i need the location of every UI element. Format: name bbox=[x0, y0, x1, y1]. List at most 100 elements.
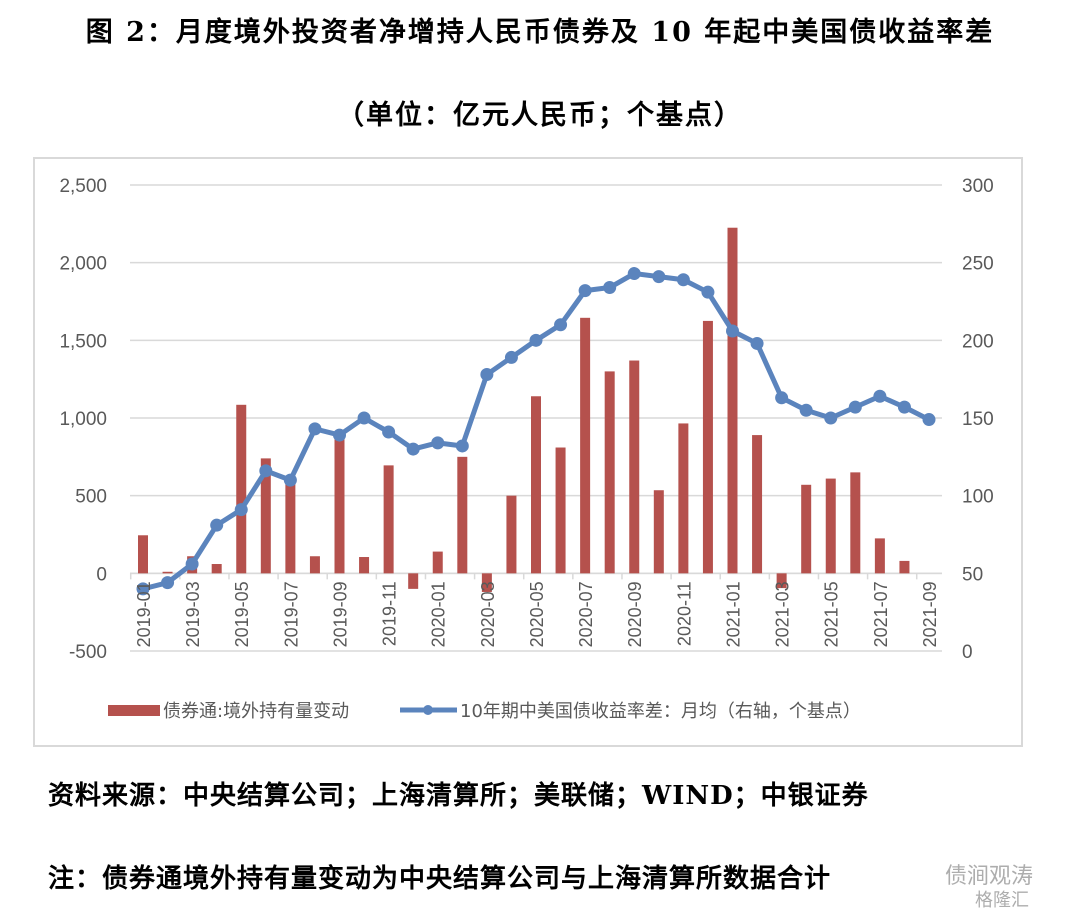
bar bbox=[457, 456, 468, 574]
line-point bbox=[161, 576, 175, 590]
line-point bbox=[824, 411, 838, 425]
right-tick-label: 200 bbox=[962, 331, 994, 352]
line-point bbox=[775, 391, 789, 405]
line-point bbox=[726, 324, 739, 338]
x-tick-label: 2021-05 bbox=[822, 581, 842, 647]
x-tick-label: 2019-01 bbox=[134, 581, 154, 647]
bar bbox=[531, 396, 541, 574]
bar bbox=[334, 436, 345, 574]
line-point bbox=[578, 284, 592, 298]
x-tick-label: 2020-07 bbox=[576, 581, 596, 647]
x-tick-label: 2019-07 bbox=[281, 581, 301, 647]
bar bbox=[260, 458, 271, 574]
line-point bbox=[234, 503, 248, 517]
x-tick-label: 2021-09 bbox=[920, 581, 940, 647]
line-point bbox=[750, 336, 764, 350]
bar bbox=[727, 227, 738, 574]
x-tick-label: 2019-05 bbox=[232, 581, 252, 647]
bar bbox=[874, 538, 885, 574]
left-tick-label: 2,500 bbox=[59, 176, 107, 197]
line-point bbox=[283, 473, 297, 487]
bar bbox=[653, 490, 664, 574]
left-tick-label: 1,000 bbox=[59, 409, 107, 430]
x-tick-label: 2021-01 bbox=[724, 581, 744, 647]
line-point bbox=[897, 400, 911, 414]
bar bbox=[801, 484, 812, 574]
line-point bbox=[480, 368, 494, 382]
line-point bbox=[627, 267, 641, 281]
bar bbox=[580, 317, 591, 574]
line-point bbox=[799, 403, 813, 417]
line-point bbox=[603, 281, 617, 295]
bar bbox=[506, 495, 517, 574]
line-point bbox=[554, 318, 568, 332]
x-tick-label: 2019-11 bbox=[380, 581, 400, 646]
line-point bbox=[701, 285, 715, 299]
left-tick-label: 500 bbox=[75, 487, 107, 508]
bar bbox=[555, 447, 566, 574]
line-point bbox=[406, 442, 420, 456]
left-tick-label: 2,000 bbox=[59, 254, 107, 275]
bar bbox=[383, 465, 394, 574]
bar bbox=[309, 556, 320, 574]
source-note: 资料来源：中央结算公司；上海清算所；美联储；WIND；中银证券 bbox=[48, 781, 869, 811]
bar bbox=[776, 573, 787, 589]
right-tick-label: 150 bbox=[962, 409, 994, 430]
line-point bbox=[455, 439, 469, 453]
left-tick-label: 1,500 bbox=[59, 331, 107, 352]
bar bbox=[702, 320, 713, 574]
x-tick-label: 2020-05 bbox=[527, 581, 547, 647]
line-point bbox=[922, 413, 936, 427]
right-tick-label: 50 bbox=[962, 564, 983, 585]
line-point bbox=[504, 350, 518, 364]
bar bbox=[211, 564, 222, 574]
line-point bbox=[873, 389, 887, 403]
x-tick-label: 2020-03 bbox=[478, 581, 498, 647]
chart-title: 图 2：月度境外投资者净增持人民币债券及 10 年起中美国债收益率差 bbox=[85, 17, 995, 48]
line-point bbox=[357, 411, 371, 425]
watermark-account: 债涧观涛 bbox=[945, 864, 1034, 889]
legend-line-label: 10年期中美国债收益率差：月均（右轴，个基点） bbox=[460, 701, 861, 722]
line-point bbox=[676, 273, 690, 287]
bar bbox=[162, 571, 173, 574]
legend-line-marker bbox=[423, 705, 433, 715]
x-tick-label: 2021-03 bbox=[773, 581, 793, 647]
line-point bbox=[652, 270, 666, 284]
line-point bbox=[210, 518, 224, 532]
bar bbox=[481, 573, 492, 592]
line-point bbox=[185, 557, 199, 571]
legend-bar-swatch bbox=[108, 705, 160, 716]
right-tick-label: 300 bbox=[962, 176, 994, 197]
line-point bbox=[431, 436, 445, 450]
line-point bbox=[848, 400, 862, 414]
bar bbox=[408, 573, 419, 589]
right-tick-label: 100 bbox=[962, 487, 994, 508]
left-tick-label: 0 bbox=[96, 564, 107, 585]
line-point bbox=[333, 428, 346, 442]
bar bbox=[236, 404, 247, 574]
x-tick-label: 2020-09 bbox=[625, 581, 645, 647]
bar bbox=[604, 371, 615, 574]
line-point bbox=[382, 425, 396, 439]
bar bbox=[752, 435, 763, 574]
x-tick-label: 2020-11 bbox=[674, 581, 694, 646]
watermark-logo: 格隆汇 bbox=[975, 890, 1029, 911]
bar bbox=[432, 551, 443, 574]
right-tick-label: 0 bbox=[962, 642, 973, 663]
bar bbox=[138, 535, 148, 574]
bar bbox=[678, 423, 689, 574]
bar bbox=[825, 478, 836, 574]
x-tick-label: 2019-09 bbox=[331, 581, 351, 647]
bar bbox=[359, 557, 370, 574]
chart-frame bbox=[33, 157, 1023, 747]
line-point bbox=[259, 464, 273, 478]
bar bbox=[629, 360, 640, 574]
x-tick-label: 2019-03 bbox=[183, 581, 203, 647]
chart-subtitle-units: （单位：亿元人民币；个基点） bbox=[337, 100, 743, 131]
legend-bar-label: 债券通:境外持有量变动 bbox=[163, 701, 349, 722]
line-point bbox=[529, 333, 543, 347]
bar bbox=[899, 560, 910, 574]
left-tick-label: -500 bbox=[69, 642, 107, 663]
x-tick-label: 2020-01 bbox=[429, 581, 449, 647]
